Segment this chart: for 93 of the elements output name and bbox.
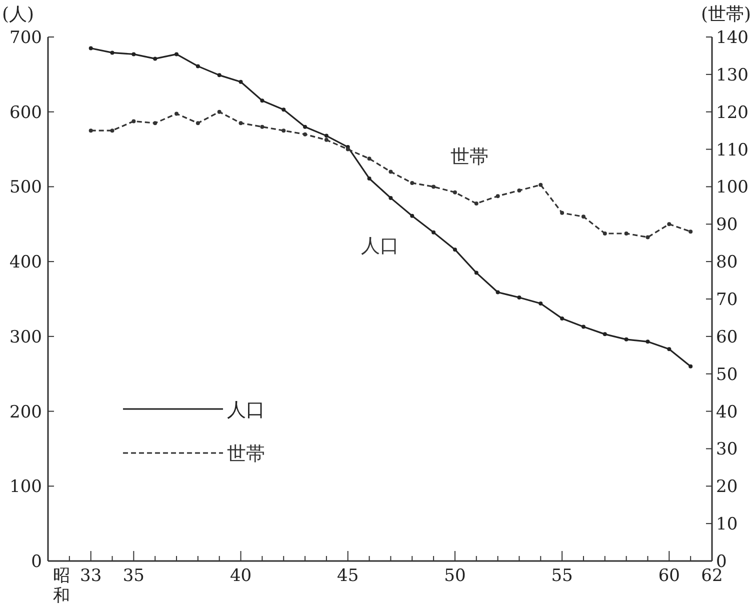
y-tick-label: 500 [10,178,42,198]
point [110,50,114,55]
y2-tick-label: 110 [716,140,748,160]
point [538,301,543,306]
point [88,46,93,50]
y2-tick-label: 120 [716,102,748,123]
x-tick-label: 40 [230,566,252,586]
y2-tick-label: 40 [716,402,738,422]
point [367,156,372,161]
point [452,190,457,194]
point [238,80,243,84]
y-axis-title: (人) [2,4,34,25]
point [602,232,607,236]
point [388,170,393,174]
point [517,296,522,300]
annotation: 世帯 [450,146,489,168]
point [688,230,693,234]
point [452,248,457,252]
y-tick-label: 700 [10,28,42,48]
point [88,128,93,133]
point [260,124,264,129]
y2-tick-label: 30 [716,440,738,460]
point [496,290,500,294]
point [324,134,328,138]
y-tick-label: 300 [10,327,42,348]
point [496,194,500,198]
point [602,332,607,336]
point [132,52,136,56]
y2-tick-label: 100 [716,178,748,198]
x-tick-label: 55 [551,566,573,586]
point [174,52,179,56]
x-tick-label: 33 [80,566,102,586]
x-tick-label: 60 [658,566,680,586]
point [196,121,200,126]
point [688,364,693,368]
point [410,214,414,218]
point [667,347,672,352]
y2-tick-label: 70 [716,290,738,310]
x-tick-label: 62 [701,566,723,586]
y2-tick-label: 10 [716,514,738,535]
point [517,188,522,192]
y2-tick-label: 60 [716,327,738,348]
point [560,316,564,320]
point [538,182,543,187]
point [581,214,586,219]
y2-axis-title: (世帯) [700,4,751,25]
point [324,138,328,142]
point [367,176,372,180]
y2-tick-label: 80 [716,252,738,273]
point [217,110,222,114]
point [282,128,286,133]
point [303,124,308,129]
point [474,202,478,206]
y2-tick-label: 20 [716,477,738,498]
point [282,108,286,112]
point [646,235,650,240]
point [196,64,200,68]
y2-tick-label: 50 [716,364,738,385]
point [174,112,179,116]
point [153,56,158,61]
point [132,119,136,124]
point [581,324,586,329]
y-tick-label: 200 [10,402,42,422]
text: 世帯 [227,443,265,465]
point [260,98,264,103]
y2-tick-label: 140 [716,28,748,48]
point [388,196,393,200]
y2-tick-label: 90 [716,215,738,236]
point [432,230,436,234]
point [646,340,650,344]
y2-tick-label: 130 [716,65,748,86]
point [560,210,564,215]
y-tick-label: 400 [10,252,42,273]
point [238,121,243,126]
y-tick-label: 100 [10,477,42,498]
x-tick-label: 45 [337,566,359,586]
point [667,222,672,226]
x-axis-title: 昭和 [53,566,70,606]
annotation: 人口 [361,234,399,257]
y-tick-label: 0 [31,552,42,572]
point [474,270,478,275]
point [624,337,628,342]
point [217,73,222,78]
point [410,180,414,185]
point [110,128,114,133]
point [303,132,308,136]
y-tick-label: 600 [10,102,42,123]
point [432,184,436,189]
point [624,232,628,236]
text: 人口 [227,399,265,421]
point [153,121,158,126]
x-tick-label: 50 [444,566,466,586]
x-tick-label: 35 [122,566,144,586]
